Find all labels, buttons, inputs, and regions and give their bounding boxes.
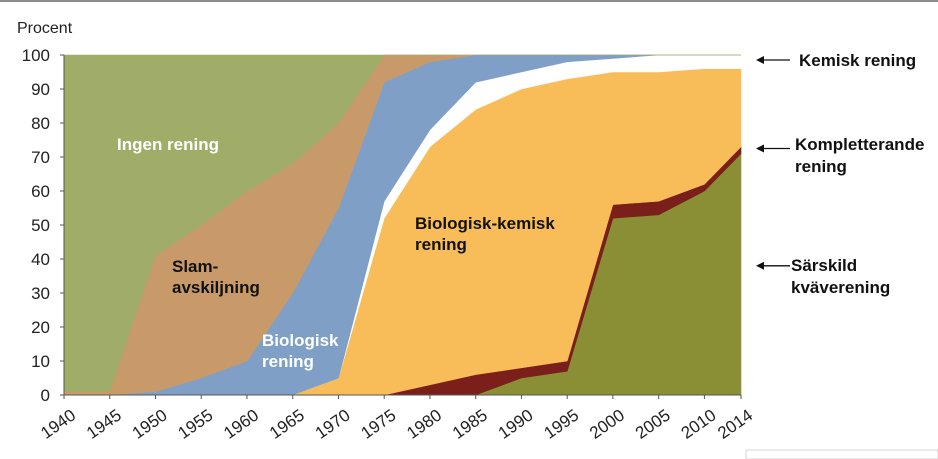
x-tick-label: 2005 [632,406,674,443]
x-tick-label: 1985 [449,406,491,443]
x-tick-label: 1995 [540,406,582,443]
side-label-kompletterande: Kompletterande rening [756,135,924,176]
area-label-slam: Slam-avskiljning [172,257,260,297]
x-tick-label: 1990 [495,406,537,443]
x-tick-label: 1970 [312,406,354,443]
y-tick-label: 100 [22,46,50,65]
side-label-line: Kemisk rening [799,51,916,70]
side-label-line: kväverening [791,278,890,297]
arrowhead-icon [756,144,764,153]
side-label-line: Kompletterande [795,135,924,154]
area-label-line: rening [415,235,467,254]
side-labels: Kemisk rening Kompletterande rening Särskil… [756,51,924,297]
area-label-line: avskiljning [172,278,260,297]
y-tick-label: 60 [31,182,50,201]
x-tick-label: 1940 [37,406,79,443]
y-tick-label: 70 [31,148,50,167]
area-ingen [63,54,741,392]
area-label-line: Biologisk-kemisk [415,214,555,233]
y-tick-label: 30 [31,284,50,303]
area-label-line: Slam- [172,257,218,276]
area-labels: Ingen rening Slam-avskiljning Biologisk ren… [117,135,555,371]
y-tick-label: 50 [31,216,50,235]
x-tick-label: 1950 [129,406,171,443]
x-tick-label: 1965 [266,406,308,443]
side-label-text: Särskild kväverening [791,256,890,297]
y-tick-label: 0 [41,386,50,405]
side-label-kemisk: Kemisk rening [756,51,916,70]
y-tick-label: 20 [31,318,50,337]
x-tick-label: 2010 [678,406,720,443]
side-label-text: Kompletterande rening [795,135,924,176]
y-tick-label: 40 [31,250,50,269]
area-label-line: Ingen rening [117,135,219,154]
arrowhead-icon [756,261,764,270]
side-label-text: Kemisk rening [799,51,916,70]
y-axis-label: Procent [17,20,73,37]
x-tick-label: 1955 [175,406,217,443]
area-label-biologisk: Biologisk rening [262,331,339,371]
x-tick-label: 1975 [357,406,399,443]
area-label-ingen: Ingen rening [117,135,219,154]
side-label-line: Särskild [791,256,857,275]
y-axis: 0 10 20 30 40 50 60 70 80 90 100 [22,46,65,405]
x-tick-label: 1980 [403,406,445,443]
arrowhead-icon [756,56,764,64]
x-tick-label: 1960 [220,406,262,443]
x-axis: 1940 1945 1950 1955 1960 1965 1970 1975 1980 1985… [37,394,756,443]
y-tick-label: 80 [31,114,50,133]
side-label-line: rening [795,157,847,176]
x-tick-label: 1945 [83,406,125,443]
area-series-group [63,54,742,396]
y-tick-label: 90 [31,80,50,99]
x-tick-label: 2014 [714,406,756,443]
y-tick-label: 10 [31,352,50,371]
side-label-sarskild: Särskild kväverening [756,256,890,297]
corner-box [745,449,938,459]
x-tick-label: 2000 [586,406,628,443]
area-label-line: rening [262,352,314,371]
area-label-biologisk_kemisk: Biologisk-kemisk rening [415,214,555,254]
area-label-line: Biologisk [262,331,339,350]
